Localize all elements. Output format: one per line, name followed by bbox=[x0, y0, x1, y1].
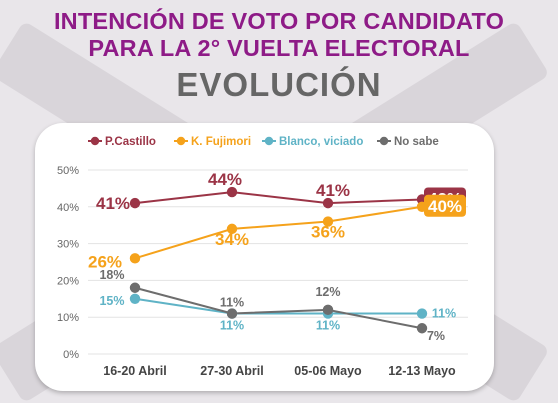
series-line bbox=[134, 297, 422, 315]
data-point bbox=[129, 197, 141, 209]
data-label: 7% bbox=[427, 329, 445, 343]
legend-label: Blanco, viciado bbox=[279, 136, 363, 148]
y-tick-label: 50% bbox=[57, 165, 79, 177]
chart-title-line-1: INTENCIÓN DE VOTO POR CANDIDATO bbox=[53, 8, 505, 34]
data-label: 44% bbox=[208, 170, 242, 189]
data-point bbox=[226, 223, 238, 235]
data-point bbox=[416, 308, 428, 319]
legend-marker bbox=[90, 136, 100, 146]
data-point bbox=[322, 216, 334, 227]
data-label: 34% bbox=[215, 230, 249, 249]
y-tick-label: 10% bbox=[57, 312, 79, 324]
x-tick-label: 27-30 Abril bbox=[200, 364, 263, 378]
data-label: 41% bbox=[316, 181, 350, 200]
data-label: 41% bbox=[96, 194, 130, 213]
legend-marker bbox=[176, 136, 186, 146]
chart-subtitle: EVOLUCIÓN bbox=[176, 66, 382, 103]
series-line bbox=[134, 191, 423, 205]
legend-label: No sabe bbox=[394, 136, 439, 148]
legend-marker bbox=[379, 136, 389, 146]
chart-title-line-2: PARA LA 2° VUELTA ELECTORAL bbox=[88, 35, 470, 61]
y-tick-label: 30% bbox=[57, 239, 79, 251]
data-point bbox=[129, 253, 141, 264]
data-point bbox=[416, 323, 428, 334]
legend-label: K. Fujimori bbox=[191, 136, 251, 148]
x-tick-label: 05-06 Mayo bbox=[294, 364, 362, 378]
x-tick-label: 16-20 Abril bbox=[103, 364, 166, 378]
legend-label: P.Castillo bbox=[105, 136, 156, 148]
data-label: 36% bbox=[311, 223, 345, 242]
data-label: 11% bbox=[316, 319, 340, 333]
data-label: 40% bbox=[428, 197, 462, 216]
data-label: 11% bbox=[220, 296, 244, 310]
data-label: 12% bbox=[315, 285, 340, 299]
series-line bbox=[134, 205, 423, 260]
data-point bbox=[129, 282, 141, 293]
data-label: 11% bbox=[220, 319, 244, 333]
chart-card bbox=[35, 123, 494, 391]
data-point bbox=[322, 197, 334, 209]
data-label-box bbox=[424, 194, 466, 217]
data-point bbox=[226, 308, 238, 319]
data-point bbox=[226, 186, 238, 198]
data-label: 26% bbox=[88, 252, 122, 271]
y-tick-label: 40% bbox=[57, 202, 79, 214]
y-tick-label: 0% bbox=[63, 349, 79, 361]
data-label: 11% bbox=[432, 307, 456, 321]
x-tick-label: 12-13 Mayo bbox=[388, 364, 456, 378]
legend-marker bbox=[264, 136, 274, 146]
data-point bbox=[129, 293, 141, 304]
data-label: 18% bbox=[99, 268, 124, 282]
data-point bbox=[322, 304, 334, 316]
series-line bbox=[134, 286, 423, 330]
y-tick-label: 20% bbox=[57, 275, 79, 287]
data-label: 15% bbox=[99, 294, 124, 308]
